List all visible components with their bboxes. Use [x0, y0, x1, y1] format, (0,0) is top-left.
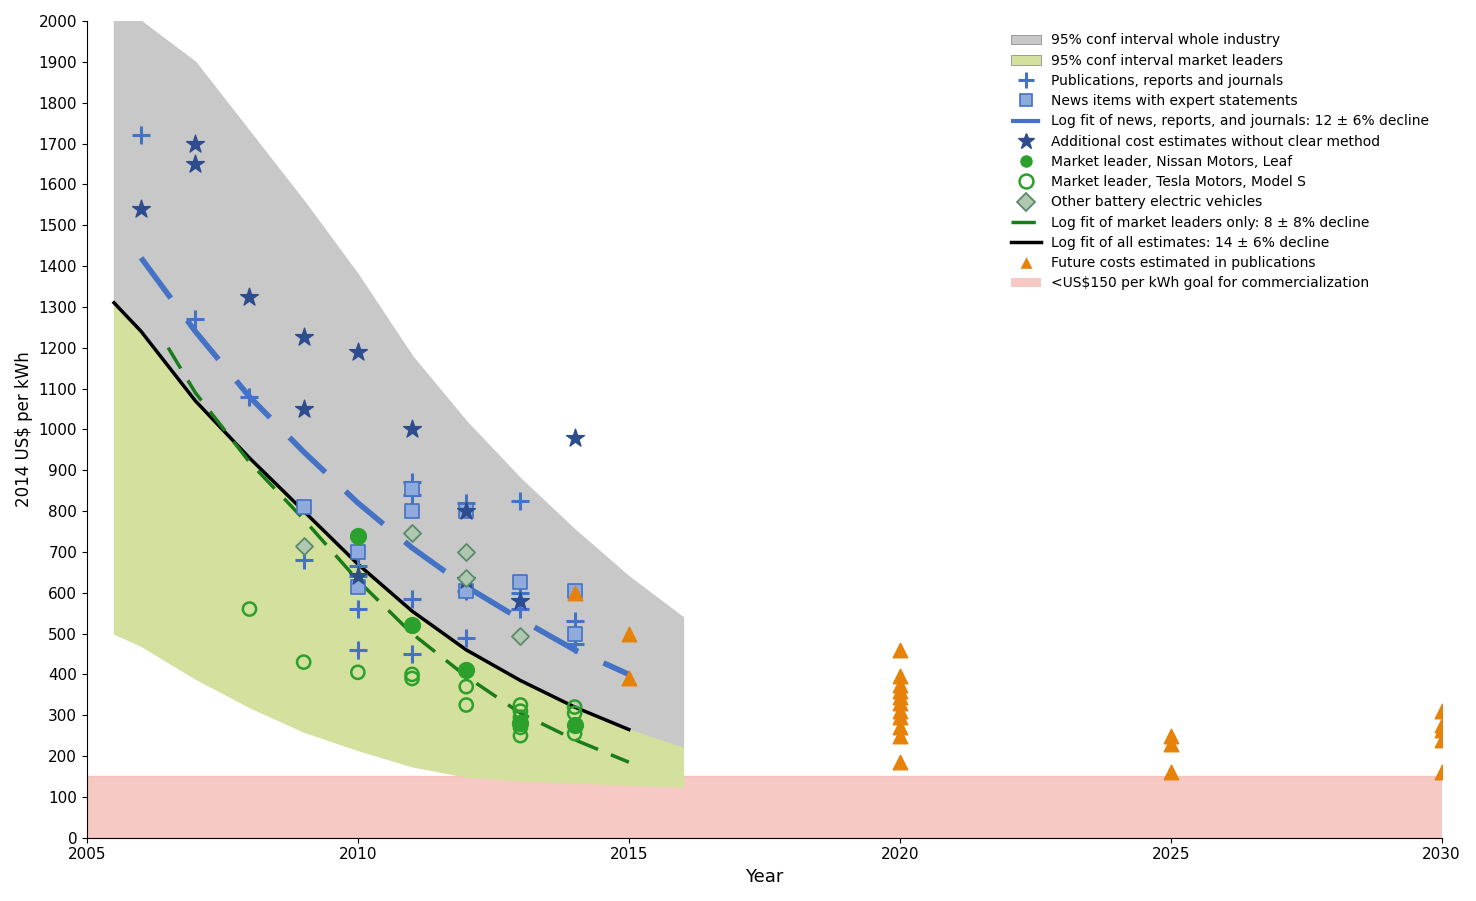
Point: [455, 504, 478, 518]
Point: [455, 504, 478, 518]
Point: [1430, 723, 1454, 737]
X-axis label: Year: Year: [745, 868, 784, 886]
Point: [130, 202, 154, 216]
Point: [455, 496, 478, 510]
Point: [889, 678, 912, 692]
Point: [345, 665, 369, 679]
Point: [889, 642, 912, 657]
Point: [400, 504, 424, 518]
Point: [400, 647, 424, 661]
Point: [292, 553, 316, 568]
Point: [889, 689, 912, 704]
Point: [455, 571, 478, 586]
Point: [509, 716, 533, 731]
Point: [455, 584, 478, 598]
Point: [345, 569, 369, 584]
Point: [400, 487, 424, 502]
Point: [1430, 718, 1454, 733]
Point: [400, 671, 424, 686]
Point: [889, 696, 912, 710]
Point: [562, 431, 586, 445]
Point: [292, 500, 316, 514]
Point: [1430, 704, 1454, 718]
Bar: [87, 777, 1442, 838]
Point: [509, 728, 533, 742]
Point: [509, 710, 533, 724]
Point: [617, 671, 641, 686]
Point: [183, 312, 207, 326]
Point: [509, 494, 533, 508]
Point: [562, 706, 586, 721]
Point: [1430, 765, 1454, 779]
Point: [345, 344, 369, 359]
Point: [183, 157, 207, 171]
Point: [562, 584, 586, 598]
Point: [455, 697, 478, 712]
Point: [455, 584, 478, 598]
Point: [345, 642, 369, 657]
Point: [292, 402, 316, 416]
Point: [400, 475, 424, 489]
Point: [509, 594, 533, 608]
Point: [889, 755, 912, 769]
Point: [238, 289, 261, 304]
Point: [345, 528, 369, 542]
Point: [345, 569, 369, 584]
Point: [292, 655, 316, 669]
Point: [889, 684, 912, 698]
Point: [889, 669, 912, 684]
Point: [400, 667, 424, 681]
Point: [345, 559, 369, 573]
Point: [509, 704, 533, 718]
Point: [509, 602, 533, 616]
Point: [562, 586, 586, 600]
Point: [455, 663, 478, 678]
Point: [562, 614, 586, 629]
Point: [1159, 737, 1182, 751]
Point: [183, 136, 207, 150]
Point: [238, 389, 261, 404]
Point: [238, 602, 261, 616]
Point: [345, 579, 369, 594]
Point: [562, 726, 586, 741]
Point: [509, 697, 533, 712]
Point: [345, 602, 369, 616]
Point: [400, 618, 424, 633]
Point: [400, 423, 424, 437]
Point: [509, 628, 533, 642]
Point: [509, 720, 533, 734]
Point: [292, 331, 316, 345]
Point: [345, 545, 369, 560]
Point: [509, 586, 533, 600]
Point: [509, 576, 533, 590]
Point: [400, 526, 424, 541]
Point: [455, 545, 478, 560]
Point: [889, 710, 912, 724]
Point: [562, 700, 586, 714]
Point: [1430, 733, 1454, 747]
Point: [562, 626, 586, 641]
Point: [400, 592, 424, 606]
Point: [562, 636, 586, 651]
Point: [455, 679, 478, 694]
Point: [617, 626, 641, 641]
Point: [889, 720, 912, 734]
Point: [455, 573, 478, 587]
Point: [1159, 765, 1182, 779]
Point: [130, 128, 154, 142]
Point: [562, 718, 586, 733]
Point: [889, 728, 912, 742]
Point: [1159, 728, 1182, 742]
Y-axis label: 2014 US$ per kWh: 2014 US$ per kWh: [15, 351, 32, 507]
Point: [400, 481, 424, 496]
Point: [455, 631, 478, 645]
Legend: 95% conf interval whole industry, 95% conf interval market leaders, Publications: 95% conf interval whole industry, 95% co…: [1005, 28, 1435, 296]
Point: [292, 539, 316, 553]
Point: [889, 704, 912, 718]
